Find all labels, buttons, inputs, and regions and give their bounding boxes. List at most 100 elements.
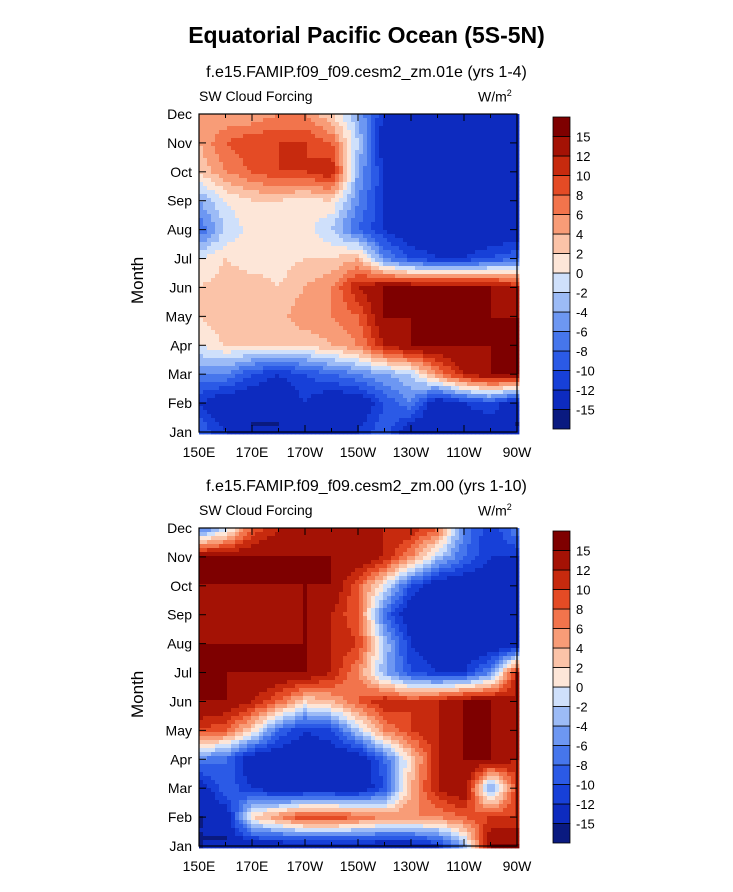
heatmap-cell [291, 234, 296, 239]
heatmap-cell [471, 314, 476, 319]
heatmap-cell [483, 134, 488, 139]
heatmap-cell [347, 278, 352, 283]
heatmap-cell [315, 338, 320, 343]
heatmap-cell [503, 306, 508, 311]
heatmap-cell [211, 254, 216, 259]
heatmap-cell [351, 214, 356, 219]
heatmap-cell [291, 222, 296, 227]
heatmap-cell [359, 222, 364, 227]
heatmap-cell [475, 170, 480, 175]
heatmap-cell [411, 342, 416, 347]
heatmap-cell [427, 202, 432, 207]
heatmap-cell [351, 338, 356, 343]
heatmap-cell [495, 326, 500, 331]
heatmap-cell [223, 242, 228, 247]
heatmap-cell [247, 358, 252, 363]
heatmap-cell [279, 354, 284, 359]
heatmap-cell [347, 186, 352, 191]
heatmap-cell [451, 294, 456, 299]
heatmap-cell [447, 338, 452, 343]
heatmap-cell [267, 206, 272, 211]
heatmap-cell [231, 178, 236, 183]
heatmap-cell [211, 138, 216, 143]
heatmap-cell [219, 166, 224, 171]
heatmap-cell [295, 154, 300, 159]
heatmap-cell [223, 154, 228, 159]
heatmap-cell [375, 238, 380, 243]
heatmap-cell [287, 306, 292, 311]
heatmap-cell [319, 114, 324, 119]
heatmap-cell [271, 222, 276, 227]
heatmap-cell [507, 206, 512, 211]
heatmap-cell [487, 282, 492, 287]
heatmap-cell [215, 306, 220, 311]
heatmap-cell [491, 342, 496, 347]
heatmap-cell [399, 266, 404, 271]
heatmap-cell [407, 350, 412, 355]
heatmap-cell [235, 290, 240, 295]
heatmap-cell [299, 278, 304, 283]
heatmap-cell [487, 158, 492, 163]
heatmap-cell [267, 278, 272, 283]
heatmap-cell [215, 166, 220, 171]
heatmap-cell [363, 318, 368, 323]
heatmap-cell [411, 358, 416, 363]
heatmap-cell [371, 270, 376, 275]
heatmap-cell [311, 274, 316, 279]
heatmap-cell [471, 270, 476, 275]
heatmap-cell [239, 150, 244, 155]
heatmap-cell [331, 114, 336, 119]
heatmap-cell [471, 250, 476, 255]
heatmap-cell [435, 234, 440, 239]
heatmap-cell [255, 314, 260, 319]
heatmap-cell [347, 250, 352, 255]
heatmap-cell [323, 206, 328, 211]
heatmap-cell [279, 326, 284, 331]
heatmap-cell [295, 262, 300, 267]
heatmap-cell [335, 358, 340, 363]
heatmap-cell [375, 290, 380, 295]
heatmap-cell [243, 234, 248, 239]
heatmap-cell [503, 202, 508, 207]
heatmap-cell [391, 178, 396, 183]
heatmap-cell [259, 286, 264, 291]
heatmap-cell [215, 162, 220, 167]
heatmap-cell [435, 334, 440, 339]
heatmap-cell [395, 282, 400, 287]
heatmap-cell [367, 202, 372, 207]
heatmap-cell [239, 182, 244, 187]
heatmap-cell [471, 342, 476, 347]
heatmap-cell [311, 198, 316, 203]
heatmap-cell [259, 254, 264, 259]
heatmap-cell [327, 350, 332, 355]
heatmap-cell [323, 246, 328, 251]
heatmap-cell [487, 174, 492, 179]
heatmap-cell [375, 138, 380, 143]
heatmap-cell [235, 174, 240, 179]
heatmap-cell [203, 318, 208, 323]
heatmap-cell [227, 326, 232, 331]
heatmap-cell [479, 250, 484, 255]
heatmap-cell [331, 258, 336, 263]
heatmap-cell [511, 242, 516, 247]
heatmap-cell [339, 330, 344, 335]
heatmap-cell [371, 142, 376, 147]
heatmap-cell [271, 162, 276, 167]
heatmap-cell [199, 258, 204, 263]
heatmap-cell [511, 262, 516, 267]
heatmap-cell [271, 158, 276, 163]
heatmap-cell [443, 262, 448, 267]
heatmap-cell [347, 166, 352, 171]
heatmap-cell [263, 158, 268, 163]
heatmap-cell [279, 274, 284, 279]
heatmap-cell [439, 358, 444, 363]
heatmap-cell [431, 242, 436, 247]
heatmap-cell [323, 158, 328, 163]
heatmap-cell [247, 278, 252, 283]
heatmap-cell [207, 362, 212, 367]
heatmap-cell [491, 138, 496, 143]
heatmap-cell [343, 118, 348, 123]
heatmap-cell [327, 214, 332, 219]
heatmap-cell [407, 354, 412, 359]
heatmap-cell [447, 250, 452, 255]
